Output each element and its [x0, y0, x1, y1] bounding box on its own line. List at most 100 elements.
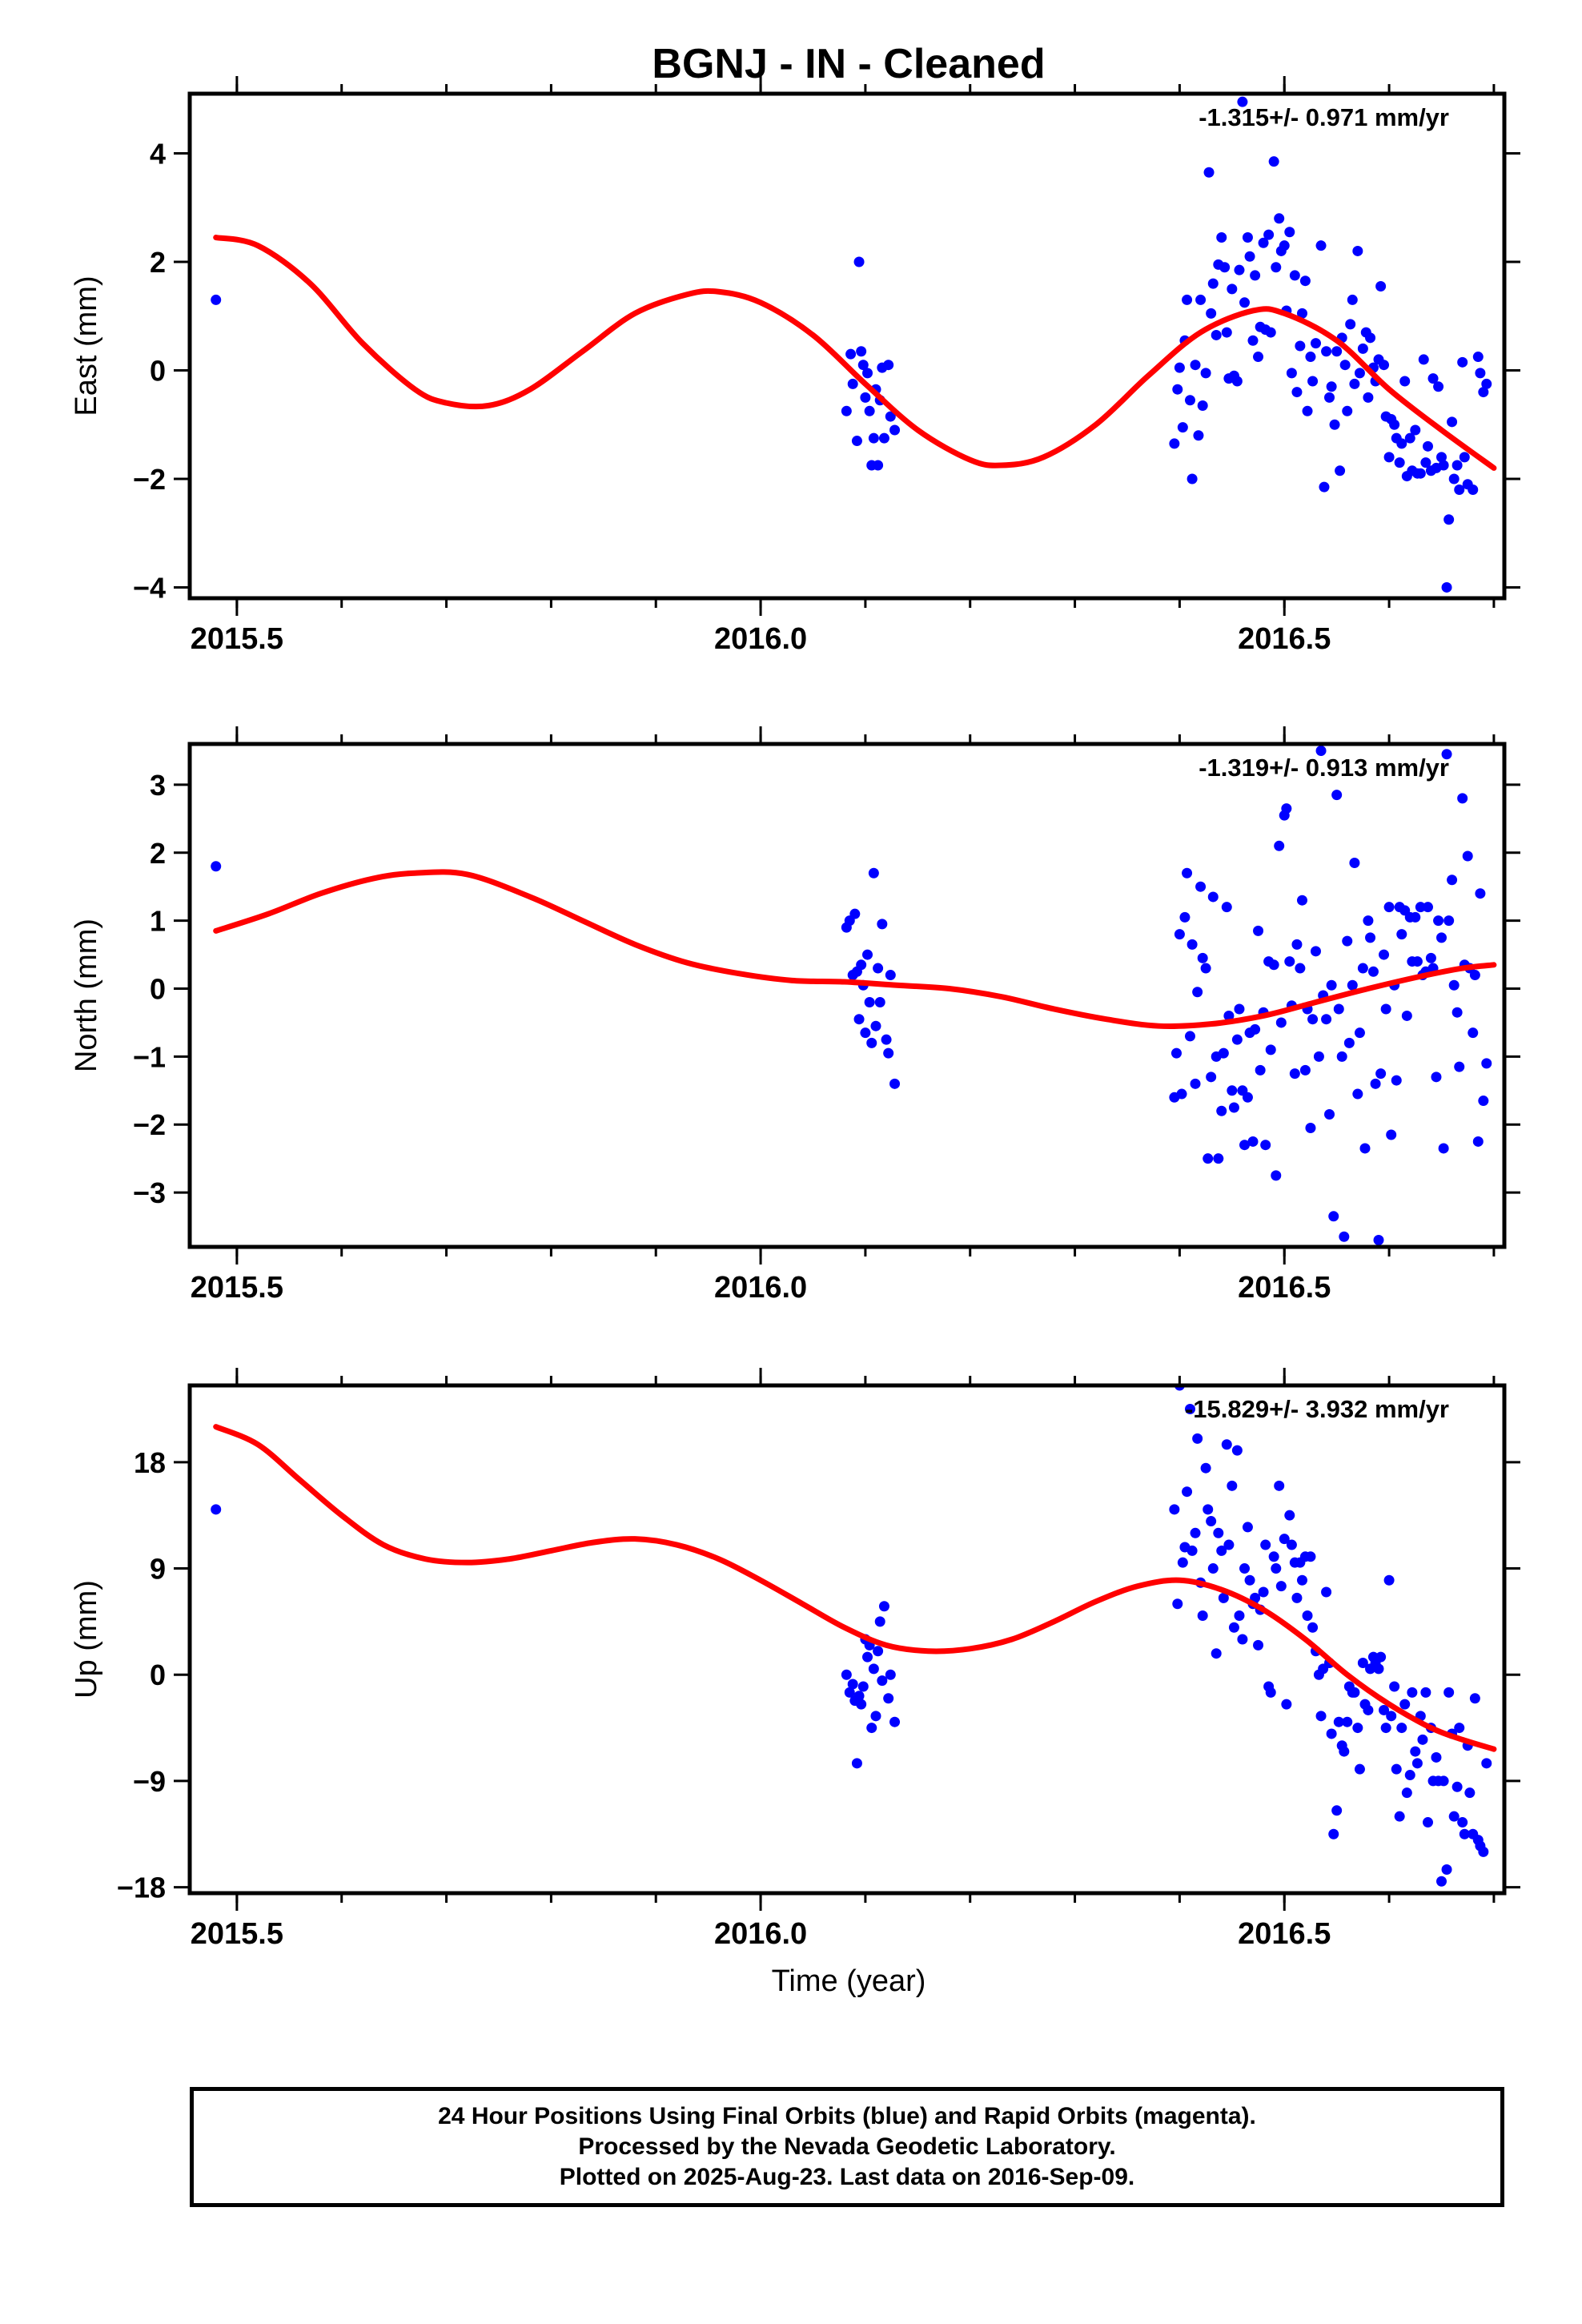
data-point — [874, 996, 885, 1007]
data-point — [1331, 790, 1343, 801]
data-point — [1404, 1770, 1415, 1781]
data-point — [856, 959, 867, 971]
data-point — [1170, 1047, 1182, 1059]
data-point — [1200, 1462, 1211, 1474]
data-point — [1375, 1651, 1387, 1663]
data-point — [1207, 891, 1219, 903]
data-point — [1333, 1716, 1344, 1727]
data-point — [1305, 1551, 1316, 1562]
data-point — [1219, 262, 1231, 273]
data-point — [1315, 1711, 1327, 1722]
data-point — [1452, 1007, 1463, 1018]
data-point — [1448, 1811, 1460, 1822]
model-fit-curve — [213, 869, 1497, 1030]
data-point — [1177, 422, 1188, 433]
data-point — [1211, 1648, 1222, 1659]
data-point — [1438, 460, 1449, 471]
data-point — [1396, 438, 1407, 449]
data-point — [1211, 329, 1222, 340]
data-point — [1299, 1064, 1311, 1076]
data-point — [1454, 485, 1465, 496]
data-point — [1335, 465, 1346, 476]
data-point — [1179, 911, 1191, 923]
data-point — [1216, 232, 1227, 243]
y-tick-label: −18 — [117, 1872, 166, 1904]
data-point — [885, 411, 896, 422]
data-point — [883, 1693, 894, 1704]
data-point — [1481, 1758, 1492, 1769]
data-point — [1396, 1723, 1407, 1734]
data-point — [1274, 213, 1285, 224]
data-point — [1383, 902, 1395, 913]
data-point — [1464, 1787, 1476, 1799]
data-point — [1184, 1031, 1195, 1042]
data-point — [1347, 294, 1358, 305]
data-point — [870, 1020, 881, 1031]
y-tick-label: 0 — [150, 354, 166, 387]
data-point — [1469, 1693, 1480, 1704]
x-tick-label: 2016.0 — [714, 622, 807, 656]
data-point — [1172, 384, 1183, 395]
data-point — [1315, 240, 1327, 251]
plot-area — [211, 96, 1497, 593]
data-point — [1462, 850, 1473, 862]
y-axis-title: East (mm) — [70, 275, 103, 416]
data-point — [1223, 1539, 1235, 1550]
data-point — [1250, 1023, 1261, 1035]
data-point — [1182, 867, 1193, 879]
data-point — [1443, 1687, 1455, 1698]
data-point — [1475, 368, 1486, 379]
data-point — [860, 1027, 871, 1039]
data-point — [1258, 1586, 1269, 1598]
data-point — [1169, 1504, 1180, 1515]
data-point — [1319, 481, 1330, 493]
data-point — [1375, 1068, 1387, 1080]
y-tick-label: 2 — [150, 837, 166, 870]
rate-label: -15.829+/- 3.932 mm/yr — [1185, 1395, 1449, 1423]
data-point — [1184, 395, 1195, 406]
data-point — [1399, 376, 1411, 387]
data-point — [1363, 392, 1374, 403]
x-tick-label: 2016.5 — [1238, 1271, 1331, 1305]
data-point — [1206, 1516, 1217, 1527]
data-point — [1207, 1563, 1219, 1574]
data-point — [1347, 979, 1358, 991]
data-point — [1386, 1711, 1397, 1722]
data-point — [864, 405, 875, 416]
data-point — [1274, 840, 1285, 851]
y-axis-title: North (mm) — [70, 919, 103, 1072]
y-tick-label: 18 — [134, 1446, 166, 1479]
data-point — [1247, 1136, 1259, 1147]
data-point — [1324, 1109, 1335, 1120]
data-point — [1427, 373, 1439, 384]
data-point — [1310, 338, 1321, 349]
data-point — [1481, 378, 1492, 389]
x-tick-label: 2015.5 — [191, 1917, 283, 1951]
data-point — [1305, 1122, 1316, 1133]
data-point — [853, 1014, 865, 1025]
data-point — [1296, 308, 1307, 319]
data-point — [1386, 1129, 1397, 1140]
data-point — [211, 294, 222, 305]
data-point — [878, 432, 889, 444]
data-point — [1365, 332, 1376, 344]
data-point — [1299, 275, 1311, 287]
data-point — [1253, 1639, 1264, 1651]
data-point — [1367, 966, 1379, 977]
data-point — [881, 1034, 892, 1045]
data-point — [1443, 915, 1455, 927]
data-point — [1454, 1061, 1465, 1072]
data-point — [1321, 1586, 1332, 1598]
data-point — [885, 970, 896, 981]
data-point — [1190, 360, 1201, 371]
data-point — [1459, 1828, 1470, 1839]
data-point — [1239, 1140, 1251, 1151]
data-point — [1279, 1534, 1290, 1545]
data-point — [1186, 473, 1198, 485]
data-point — [1345, 319, 1356, 330]
data-point — [1447, 875, 1458, 886]
data-point — [1363, 915, 1374, 927]
data-point — [1321, 346, 1332, 357]
data-point — [841, 405, 852, 416]
data-point — [860, 392, 871, 403]
